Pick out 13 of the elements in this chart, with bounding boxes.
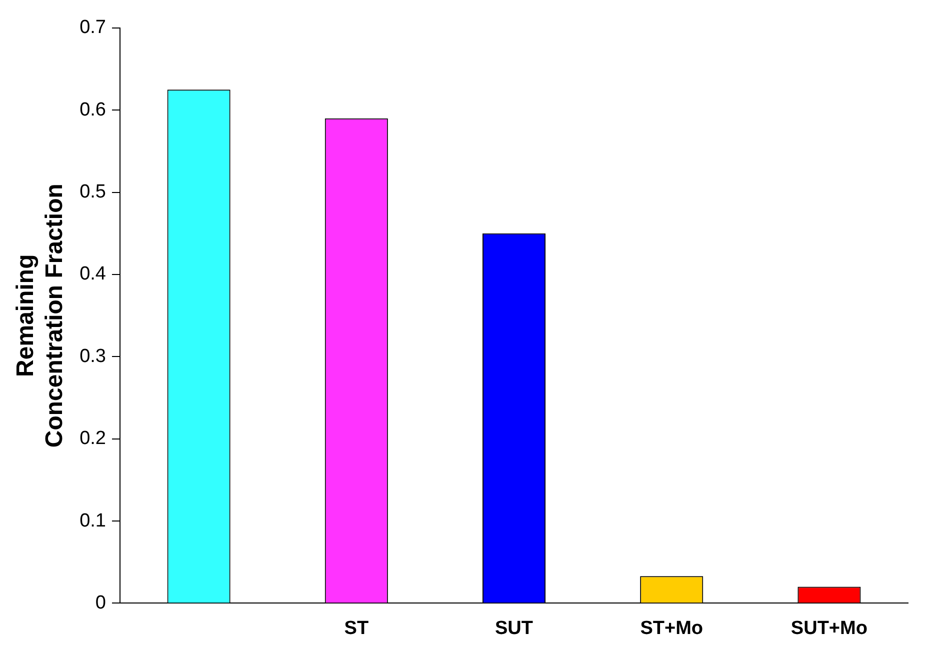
y-tick-label: 0: [95, 592, 106, 614]
y-tick-label: 0.4: [80, 264, 106, 285]
y-axis-title: Remaining Concentration Fraction: [12, 184, 68, 448]
x-tick-label: SUT: [495, 618, 534, 639]
y-tick-label: 0.7: [80, 17, 106, 38]
y-tick-label: 0.2: [80, 428, 106, 450]
x-tick-label: ST: [344, 618, 369, 639]
y-tick-label: 0.6: [80, 99, 106, 120]
x-tick-label: ST+Mo: [640, 618, 704, 639]
x-tick-label: SUT+Mo: [790, 618, 868, 639]
y-tick-label: 0.1: [80, 510, 106, 532]
y-tick-label: 0.3: [80, 346, 106, 367]
y-tick-label: 0.5: [80, 182, 106, 203]
